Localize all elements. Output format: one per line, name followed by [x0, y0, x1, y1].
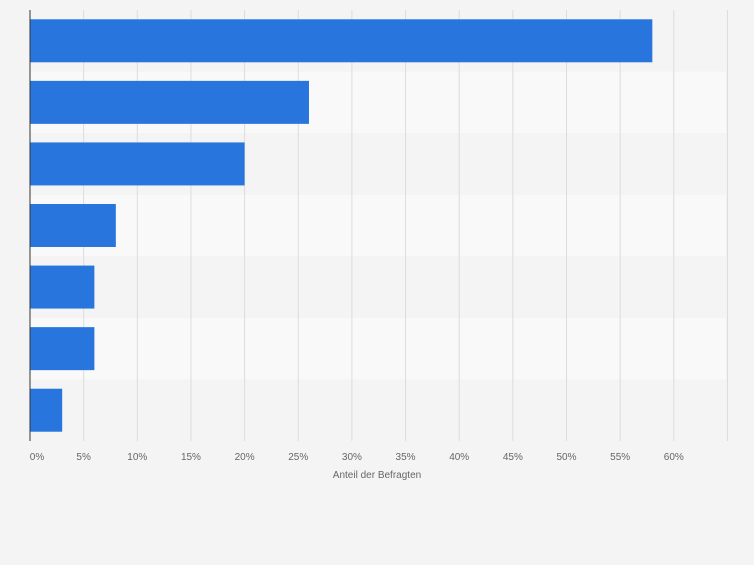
x-tick-label: 25%	[288, 452, 308, 463]
bar[interactable]	[30, 327, 95, 371]
x-tick-label: 60%	[664, 452, 684, 463]
x-tick-label: 30%	[342, 452, 362, 463]
x-tick-label: 20%	[235, 452, 255, 463]
x-tick-labels: 0% 5% 10% 15% 20% 25% 30% 35% 40% 45% 50% 55% 60%	[30, 452, 684, 463]
x-tick-label: 5%	[76, 452, 91, 463]
row-bands	[30, 10, 726, 441]
x-tick-label: 35%	[396, 452, 416, 463]
x-tick-label: 45%	[503, 452, 523, 463]
bar[interactable]	[30, 204, 116, 247]
row-band	[30, 194, 726, 257]
x-tick-label: 40%	[449, 452, 469, 463]
bars	[30, 19, 653, 432]
x-tick-label: 15%	[181, 452, 201, 463]
row-band	[30, 256, 726, 318]
bar[interactable]	[30, 265, 95, 309]
row-band	[30, 317, 726, 380]
bar[interactable]	[30, 19, 653, 63]
x-tick-label: 50%	[556, 452, 576, 463]
x-axis-label: Anteil der Befragten	[333, 470, 421, 481]
row-band	[30, 379, 726, 441]
x-tick-label: 10%	[127, 452, 147, 463]
x-tick-label: 55%	[610, 452, 630, 463]
bar[interactable]	[30, 142, 245, 186]
x-tick-label: 0%	[30, 452, 45, 463]
bar[interactable]	[30, 388, 63, 432]
bar[interactable]	[30, 80, 309, 124]
